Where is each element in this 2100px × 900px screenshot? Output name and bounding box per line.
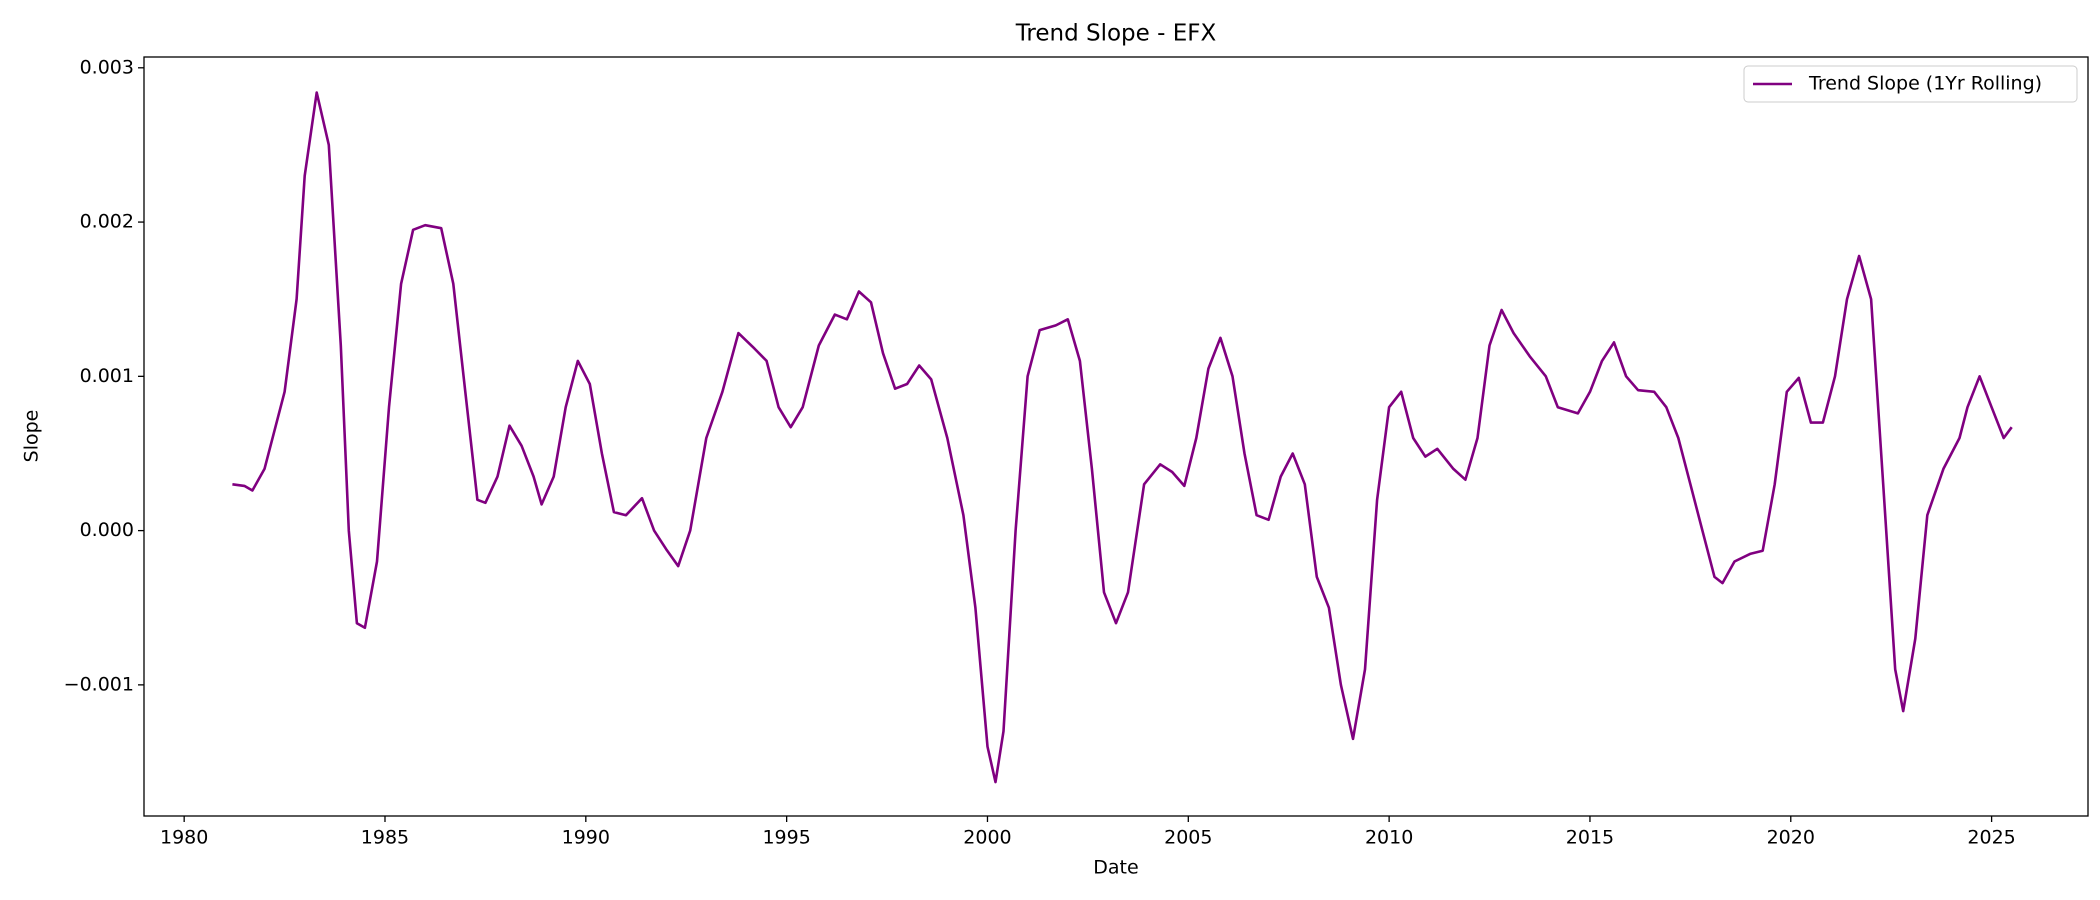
x-tick-label: 2025	[1967, 827, 2015, 849]
x-tick-label: 2020	[1767, 827, 1815, 849]
y-tick-label: −0.001	[64, 673, 134, 695]
x-tick-label: 2005	[1164, 827, 1212, 849]
y-tick-label: 0.002	[80, 211, 134, 233]
legend-box	[1743, 65, 2078, 103]
y-tick-label: 0.001	[80, 365, 134, 387]
x-tick-label: 2000	[963, 827, 1011, 849]
x-axis-label: Date	[1093, 857, 1138, 879]
x-tick-label: 2010	[1365, 827, 1413, 849]
data-line	[232, 91, 2013, 784]
y-tick-label: 0.000	[80, 519, 134, 541]
y-tick-label: 0.003	[80, 56, 134, 78]
y-axis-label: Slope	[21, 410, 43, 463]
x-tick-label: 2015	[1566, 827, 1614, 849]
x-tick-label: 1990	[562, 827, 610, 849]
plot-frame	[143, 56, 2089, 817]
x-tick-label: 1995	[762, 827, 810, 849]
chart-title: Trend Slope - EFX	[1015, 21, 1217, 47]
x-tick-label: 1980	[160, 827, 208, 849]
legend-label: Trend Slope (1Yr Rolling)	[1808, 73, 2042, 95]
x-tick-label: 1985	[361, 827, 409, 849]
